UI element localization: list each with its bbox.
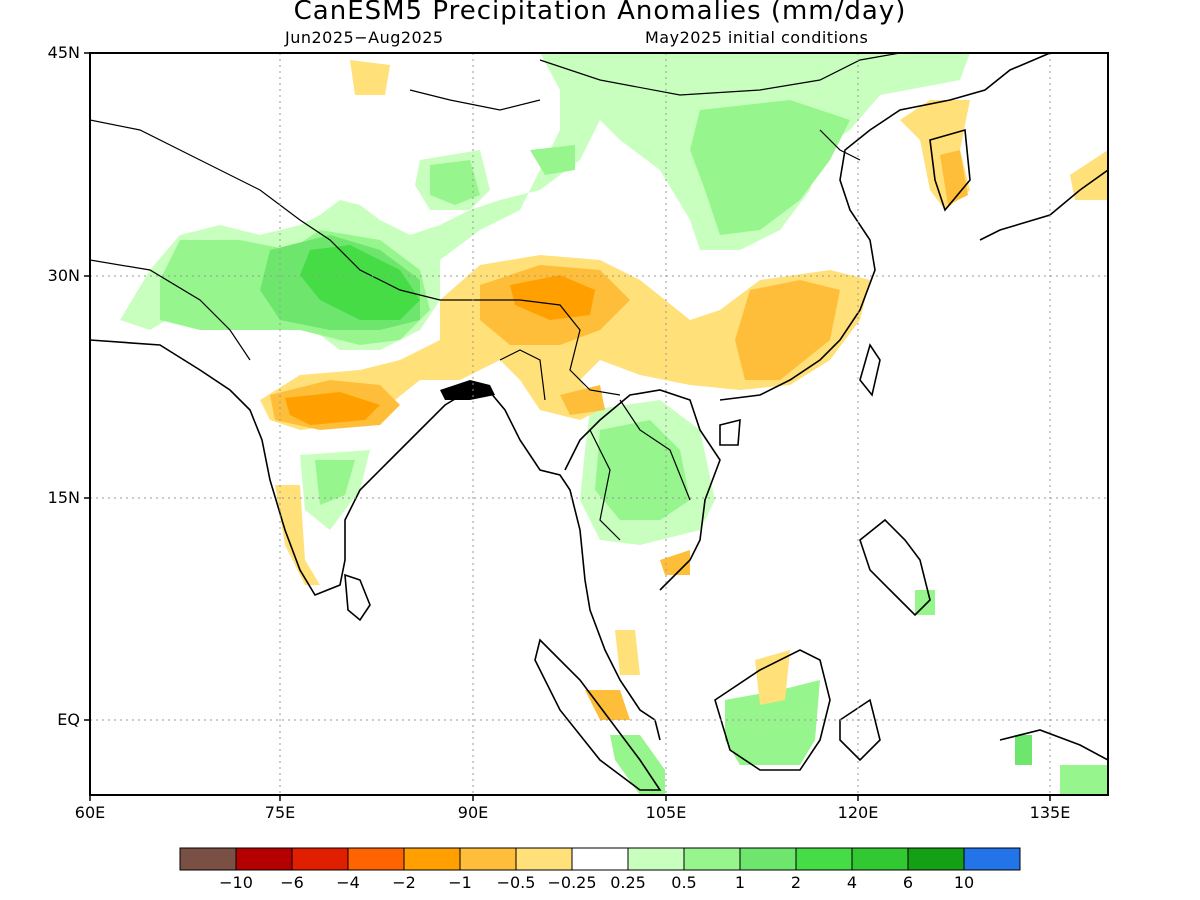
anomaly-field (1060, 765, 1108, 795)
colorbar-swatch (403, 847, 461, 871)
anomaly-fields (90, 53, 1108, 795)
colorbar-tick-label: −1 (448, 873, 472, 892)
colorbar-tick-label: −0.5 (496, 873, 536, 892)
anomaly-field (585, 690, 630, 720)
colorbar-swatch (739, 847, 797, 871)
anomaly-field (350, 60, 390, 95)
anomaly-field (1070, 150, 1108, 200)
colorbar-swatch (683, 847, 741, 871)
anomaly-field (560, 385, 605, 415)
country-borders (90, 53, 901, 541)
map-title: CanESM5 Precipitation Anomalies (mm/day) (293, 0, 907, 26)
plot-frame (89, 52, 1109, 796)
anomaly-field (735, 280, 840, 380)
anomaly-field (660, 550, 690, 575)
colorbar-swatch (963, 847, 1021, 871)
colorbar-tick-label: −6 (280, 873, 304, 892)
lon-label: 60E (74, 803, 106, 822)
forecast-period: Jun2025−Aug2025 (285, 28, 444, 47)
colorbar-swatch (235, 847, 293, 871)
colorbar-tick-label: −0.25 (547, 873, 597, 892)
colorbar-swatch (179, 847, 237, 871)
colorbar-tick-label: 4 (846, 873, 858, 892)
colorbar-swatch (515, 847, 573, 871)
anomaly-field (300, 245, 420, 320)
anomaly-field (315, 460, 355, 505)
anomaly-field (430, 160, 480, 205)
lon-label: 105E (645, 803, 687, 822)
initial-conditions-label: May2025 initial conditions (645, 28, 869, 47)
anomaly-field (615, 630, 640, 675)
colorbar-swatch (291, 847, 349, 871)
colorbar-tick-label: 10 (953, 873, 975, 892)
lat-label: 15N (47, 488, 80, 507)
anomaly-field (610, 735, 665, 795)
colorbar-tick-label: 1 (734, 873, 746, 892)
anomaly-field (530, 145, 575, 175)
lat-label: 30N (47, 266, 80, 285)
axis-ticks (84, 52, 1051, 801)
colorbar-tick-label: −10 (219, 873, 253, 892)
anomaly-field (285, 392, 380, 425)
colorbar-tick-label: 6 (902, 873, 914, 892)
colorbar-swatch (459, 847, 517, 871)
anomaly-field (1015, 735, 1032, 765)
anomaly-field (915, 590, 935, 615)
lon-label: 135E (1029, 803, 1071, 822)
colorbar-tick-label: −2 (392, 873, 416, 892)
colorbar-swatch (347, 847, 405, 871)
coastlines (90, 53, 1108, 791)
lon-label: 120E (837, 803, 879, 822)
colorbar-tick-label: −4 (336, 873, 360, 892)
colorbar-swatch (627, 847, 685, 871)
lon-label: 90E (457, 803, 489, 822)
colorbar-tick-label: 0.5 (671, 873, 697, 892)
lat-label: EQ (57, 710, 80, 729)
bangladesh-delta (440, 380, 495, 400)
lat-label: 45N (47, 43, 80, 62)
anomaly-field (725, 680, 820, 765)
anomaly-field (690, 100, 850, 235)
colorbar (179, 847, 1021, 871)
anomaly-field (510, 275, 595, 320)
colorbar-tick-label: 0.25 (610, 873, 646, 892)
colorbar-swatch (571, 847, 629, 871)
anomaly-field (275, 485, 320, 585)
lon-label: 75E (264, 803, 296, 822)
anomaly-field (755, 650, 790, 705)
colorbar-swatch (851, 847, 909, 871)
gridlines (90, 53, 1108, 795)
colorbar-tick-label: 2 (790, 873, 802, 892)
colorbar-swatch (907, 847, 965, 871)
colorbar-swatch (795, 847, 853, 871)
